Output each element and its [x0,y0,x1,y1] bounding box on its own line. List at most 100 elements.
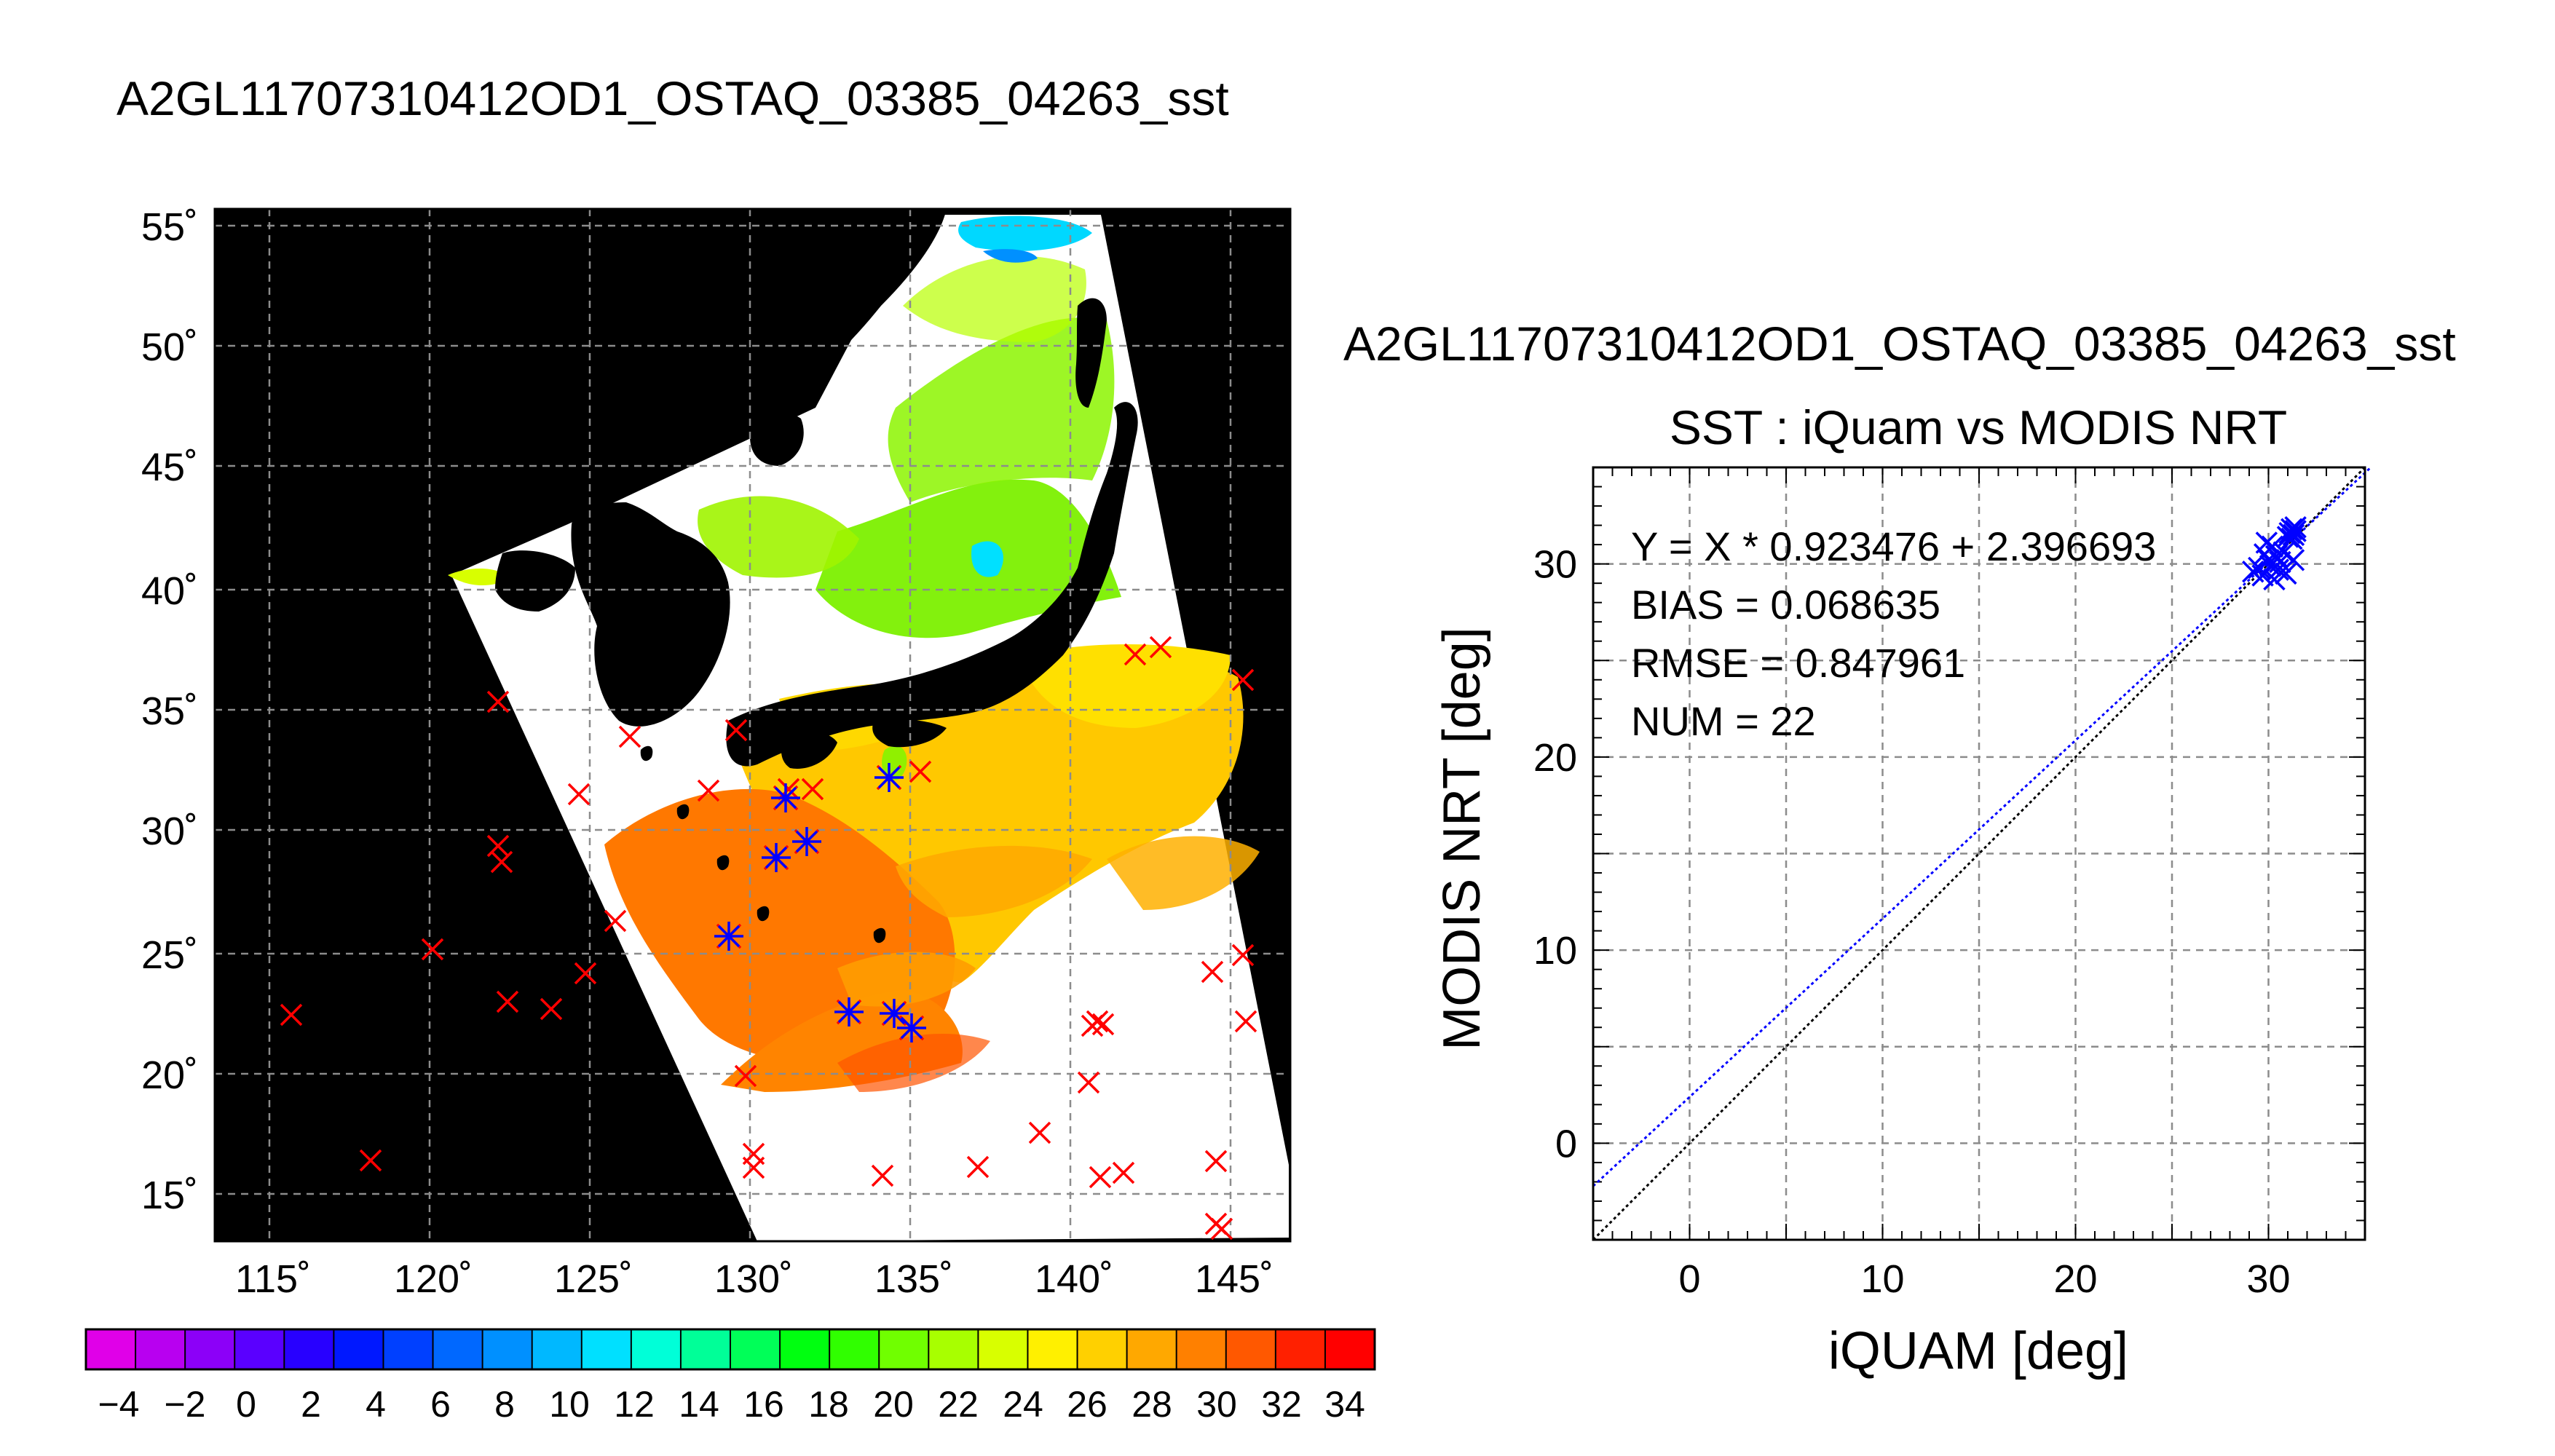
colorbar-tick: 22 [938,1384,979,1425]
colorbar-labels: −4 −2 0 2 4 6 8 10 12 14 16 18 20 22 24 … [98,1384,1365,1425]
scatter-grid [1593,467,2365,1240]
colorbar-tick: 12 [614,1384,655,1425]
scatter-frame [1592,466,2366,1241]
lon-tick: 140˚ [1035,1257,1113,1301]
colorbar-cell [135,1329,186,1369]
x-tick-label: 20 [2053,1257,2097,1301]
colorbar-cell [433,1329,483,1369]
colorbar-cell [581,1329,632,1369]
scatter-x-ticks: 0 10 20 30 [1678,1257,2290,1301]
map-frame [213,207,1292,1243]
lat-tick: 15˚ [141,1174,198,1217]
colorbar-tick: 6 [430,1384,451,1425]
colorbar-tick: 16 [743,1384,784,1425]
scatter-suptitle: A2GL11707310412OD1_OSTAQ_03385_04263_sst [1343,317,2456,371]
scatter-title: SST : iQuam vs MODIS NRT [1670,400,2287,454]
scatter-point [2280,518,2303,541]
scatter-point [2275,562,2297,585]
lon-tick: 125˚ [554,1257,633,1301]
lat-tick: 50˚ [141,325,198,369]
scatter-point [2272,541,2295,563]
bias-stat: BIAS = 0.068635 [1631,582,1940,628]
colorbar-cell [1126,1329,1177,1369]
red-x-markers [280,636,1257,1241]
blue-star-marker [880,999,909,1028]
colorbar-tick: 34 [1324,1384,1365,1425]
colorbar-tick: 24 [1003,1384,1043,1425]
identity-line [1592,466,2366,1241]
blue-star-marker [762,843,791,872]
map-markers [280,636,1257,1241]
lat-tick: 35˚ [141,689,198,733]
lat-tick: 30˚ [141,810,198,853]
colorbar-cell [383,1329,434,1369]
colorbar-tick: 30 [1196,1384,1237,1425]
blue-star-marker [771,783,800,812]
colorbar-tick: 28 [1132,1384,1172,1425]
colorbar-cell [333,1329,384,1369]
colorbar-cell [680,1329,731,1369]
colorbar-tick: 10 [549,1384,590,1425]
colorbar: −4 −2 0 2 4 6 8 10 12 14 16 18 20 22 24 … [84,1328,1376,1425]
lat-axis: 55˚ 50˚ 45˚ 40˚ 35˚ 30˚ 25˚ 20˚ 15˚ [141,205,198,1217]
x-axis-label: iQUAM [deg] [1828,1322,2128,1380]
colorbar-cell [1077,1329,1128,1369]
lat-tick: 40˚ [141,569,198,613]
matched-markers [714,763,926,1042]
y-tick-label: 20 [1533,736,1577,780]
num-stat: NUM = 22 [1631,698,1816,744]
x-tick-label: 0 [1678,1257,1700,1301]
colorbar-tick: 20 [873,1384,914,1425]
scatter-point [2261,535,2284,558]
scatter-points [2242,515,2307,591]
colorbar-cell [1027,1329,1078,1369]
colorbar-cell [928,1329,979,1369]
scatter-minor-ticks [1592,467,2366,1241]
colorbar-cell [1225,1329,1276,1369]
lat-tick: 25˚ [141,933,198,977]
x-tick-label: 30 [2246,1257,2290,1301]
scatter-point [2267,558,2289,581]
colorbar-cell [631,1329,682,1369]
scatter-plot: 0 10 20 30 0 10 20 30 Y = X * 0.923476 + 2.396… [1433,466,2372,1380]
map-grid [215,209,1290,1241]
scatter-point [2251,564,2274,587]
colorbar-tick: 4 [366,1384,386,1425]
colorbar-cell [185,1329,235,1369]
colorbar-tick: 18 [808,1384,849,1425]
blue-star-marker [792,827,821,856]
lon-tick: 115˚ [235,1257,311,1301]
blue-star-marker [714,922,743,951]
scatter-y-ticks: 0 10 20 30 [1533,543,1577,1166]
map-panel [213,207,1292,1243]
colorbar-cell [284,1329,334,1369]
fit-equation: Y = X * 0.923476 + 2.396693 [1631,523,2156,569]
y-tick-label: 10 [1533,929,1577,973]
scatter-point [2284,515,2307,539]
colorbar-cell [1176,1329,1227,1369]
x-tick-label: 10 [1860,1257,1904,1301]
scatter-point [2282,523,2305,547]
lon-tick: 120˚ [394,1257,473,1301]
scatter-point [2284,520,2307,542]
scatter-point [2282,549,2305,571]
colorbar-cell [1275,1329,1326,1369]
y-tick-label: 30 [1533,543,1577,587]
lat-tick: 20˚ [141,1053,198,1097]
colorbar-cells [86,1329,1375,1369]
colorbar-cell [532,1329,583,1369]
landmasses [215,209,1290,943]
colorbar-tick: 14 [679,1384,719,1425]
y-axis-label: MODIS NRT [deg] [1433,627,1491,1051]
lat-tick: 45˚ [141,446,198,489]
colorbar-tick: −4 [98,1384,139,1425]
colorbar-cell [978,1329,1028,1369]
lon-tick: 135˚ [874,1257,953,1301]
colorbar-tick: 32 [1261,1384,1302,1425]
rmse-stat: RMSE = 0.847961 [1631,640,1965,686]
stats-annotations: Y = X * 0.923476 + 2.396693 BIAS = 0.068… [1631,523,2156,744]
scatter-point [2280,527,2303,550]
colorbar-cell [482,1329,533,1369]
lon-tick: 130˚ [714,1257,793,1301]
colorbar-cell [1324,1329,1375,1369]
